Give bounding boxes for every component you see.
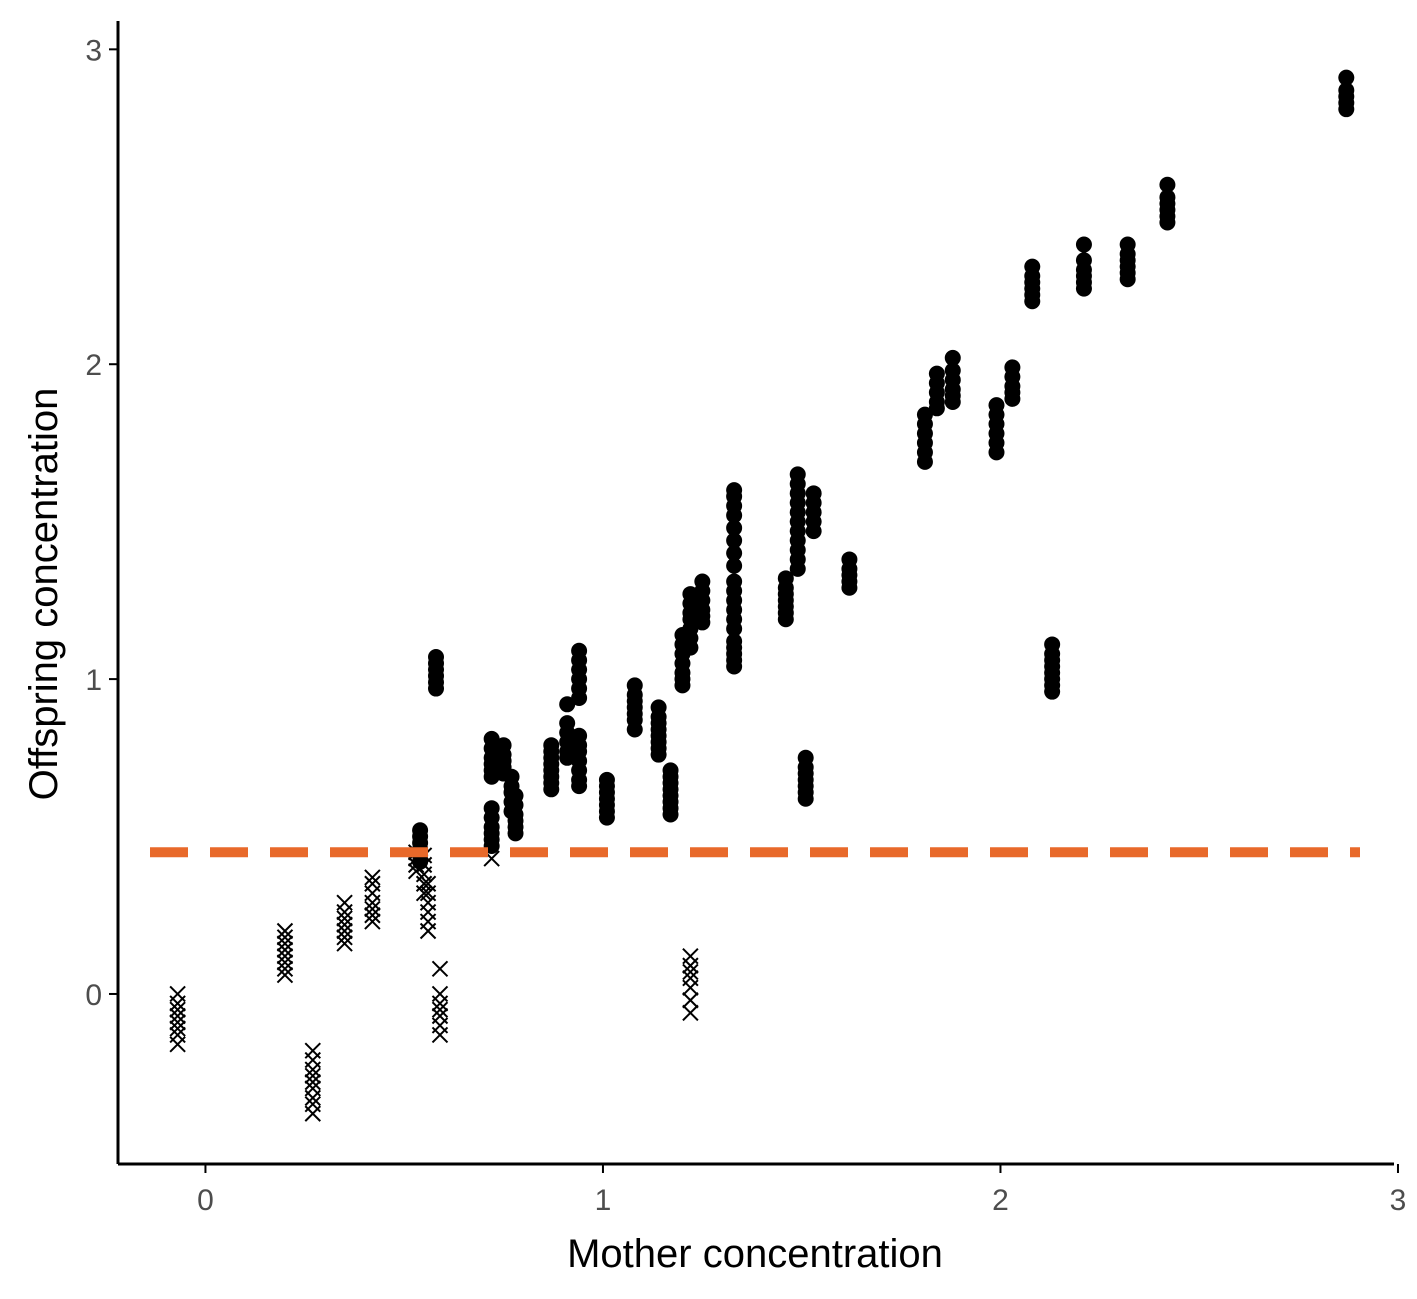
data-point-cross (276, 966, 294, 984)
data-point (988, 397, 1005, 414)
data-point (726, 557, 743, 574)
data-point-cross (304, 1067, 321, 1085)
data-point-cross (304, 1080, 321, 1097)
data-point-cross (682, 970, 699, 987)
data-point (1075, 252, 1092, 269)
data-point (916, 406, 933, 423)
data-point (1159, 176, 1176, 193)
x-ticks: 0 1 2 3 (197, 1164, 1406, 1217)
data-point-cross (169, 1007, 186, 1025)
data-point (726, 482, 743, 499)
y-tick-label: 2 (85, 349, 102, 382)
data-point (503, 768, 520, 785)
data-point (1338, 69, 1355, 86)
data-point-cross (336, 910, 353, 927)
data-point (543, 737, 560, 754)
data-point (559, 715, 576, 732)
data-point-cross (431, 985, 449, 1003)
data-point (650, 699, 667, 716)
data-point-cross (364, 913, 381, 930)
data-point-cross (276, 935, 294, 952)
data-point (797, 749, 814, 766)
data-point (841, 551, 858, 568)
data-point (789, 466, 806, 483)
y-tick-label: 3 (85, 34, 102, 67)
data-point-cross (682, 992, 699, 1009)
data-point (726, 545, 743, 562)
data-point-cross (276, 947, 294, 965)
data-point (726, 519, 743, 536)
data-point-cross (336, 916, 353, 933)
data-point-cross (169, 1014, 186, 1031)
data-point (694, 573, 711, 590)
y-axis-title: Offspring concentration (22, 388, 66, 801)
data-point (598, 771, 615, 788)
y-tick-label: 1 (85, 664, 102, 697)
y-ticks: 0 1 2 3 (85, 34, 118, 1012)
data-point (483, 730, 500, 747)
x-tick-label: 2 (992, 1184, 1009, 1217)
data-point-cross (419, 875, 437, 892)
data-point-cross (304, 1073, 321, 1091)
data-point (495, 737, 512, 754)
data-point-cross (431, 1001, 449, 1018)
data-point-cross (364, 907, 381, 924)
data-point-cross (304, 1095, 321, 1113)
data-point (483, 800, 500, 817)
data-point (1004, 359, 1021, 376)
data-point (412, 822, 429, 839)
x-tick-label: 1 (595, 1184, 612, 1217)
data-point (662, 762, 679, 779)
data-point-cross (682, 947, 699, 965)
data-point-cross (682, 963, 699, 981)
data-point-cross (364, 869, 381, 886)
data-point (805, 485, 822, 502)
data-point (559, 696, 576, 713)
data-point-cross (276, 941, 294, 959)
data-point-cross (304, 1042, 321, 1059)
data-point-cross (276, 929, 294, 946)
data-point (1159, 189, 1176, 206)
data-point (428, 649, 445, 666)
data-point (726, 532, 743, 549)
data-point-cross (169, 1026, 186, 1044)
data-point (944, 362, 961, 379)
data-point-cross (364, 900, 381, 918)
data-point-cross (336, 935, 353, 952)
data-point-cross (276, 954, 294, 971)
data-point-cross (682, 1004, 699, 1022)
data-point-cross (276, 922, 294, 940)
data-point (1075, 236, 1092, 253)
data-point-cross (169, 985, 186, 1003)
data-point (726, 573, 743, 590)
data-point (507, 787, 524, 804)
x-tick-label: 3 (1390, 1184, 1407, 1217)
data-point-cross (336, 922, 353, 940)
data-point-cross (407, 856, 425, 874)
data-point (1024, 258, 1041, 275)
data-point (1338, 82, 1355, 99)
data-point-cross (336, 894, 353, 911)
data-point (1119, 236, 1136, 253)
data-point-cross (431, 1007, 449, 1025)
data-point (626, 677, 643, 694)
data-point (928, 365, 945, 382)
data-point (726, 633, 743, 650)
data-point-cross (336, 929, 353, 946)
data-point (777, 570, 794, 587)
x-tick-label: 0 (197, 1184, 214, 1217)
data-point (571, 642, 588, 659)
marks-layer (169, 69, 1355, 1122)
data-point-cross (364, 875, 381, 892)
data-point (944, 349, 961, 366)
x-axis-title: Mother concentration (567, 1232, 943, 1276)
data-point (1044, 636, 1061, 653)
data-point-cross (169, 1020, 186, 1037)
data-point-cross (169, 1001, 186, 1018)
data-point (571, 727, 588, 744)
data-point-cross (276, 960, 294, 977)
data-point-cross (431, 960, 449, 977)
y-tick-label: 0 (85, 979, 102, 1012)
